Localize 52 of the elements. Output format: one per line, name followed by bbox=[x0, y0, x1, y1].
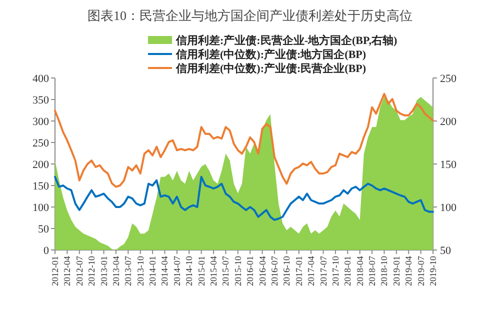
y-tick-label: 200 bbox=[32, 159, 50, 171]
x-tick-label: 2014-01 bbox=[148, 256, 158, 286]
x-tick-label: 2012-07 bbox=[74, 256, 84, 286]
x-tick-label: 2013-04 bbox=[110, 256, 121, 286]
x-tick-label: 2012-01 bbox=[50, 256, 60, 286]
x-tick-label: 2017-04 bbox=[306, 256, 316, 286]
x-tick-label: 2017-01 bbox=[294, 256, 304, 286]
y-tick-label: 350 bbox=[32, 94, 50, 106]
x-tick-label: 2019-10 bbox=[428, 256, 438, 286]
x-tick-label: 2012-04 bbox=[62, 256, 72, 286]
x-tick-label: 2017-07 bbox=[318, 256, 328, 286]
x-tick-label: 2018-04 bbox=[354, 256, 365, 286]
y-tick-label: 400 bbox=[32, 73, 50, 85]
y-tick-label: 150 bbox=[32, 180, 50, 192]
x-tick-label: 2014-07 bbox=[172, 256, 182, 286]
x-tick-label: 2018-07 bbox=[367, 256, 378, 286]
x-tick-label: 2019-04 bbox=[404, 256, 414, 286]
x-tick-label: 2014-10 bbox=[184, 256, 194, 286]
legend-label: 信用利差(中位数):产业债:民营企业(BP) bbox=[175, 62, 366, 75]
y2-tick-label: 150 bbox=[440, 159, 457, 171]
x-tick-label: 2016-10 bbox=[282, 256, 292, 286]
y-tick-label: 300 bbox=[32, 116, 50, 128]
x-tick-label: 2014-04 bbox=[160, 256, 170, 286]
x-tick-label: 2015-01 bbox=[196, 256, 206, 286]
x-tick-label: 2013-01 bbox=[98, 256, 109, 286]
y2-tick-label: 100 bbox=[440, 202, 457, 214]
y-tick-label: 100 bbox=[32, 202, 50, 214]
chart-title: 图表10：民营企业与地方国企间产业债利差处于历史高位 bbox=[88, 8, 412, 23]
x-tick-label: 2018-10 bbox=[379, 256, 390, 286]
x-tick-label: 2019-01 bbox=[391, 256, 402, 286]
y-tick-label: 50 bbox=[38, 224, 50, 236]
x-tick-label: 2017-10 bbox=[330, 256, 340, 286]
x-tick-label: 2016-07 bbox=[269, 256, 280, 286]
x-tick-label: 2018-01 bbox=[342, 256, 353, 286]
x-tick-label: 2013-10 bbox=[135, 256, 146, 286]
x-tick-label: 2013-07 bbox=[123, 256, 134, 286]
y2-tick-label: 250 bbox=[440, 73, 457, 85]
line-series bbox=[54, 92, 434, 188]
line-series bbox=[54, 176, 434, 221]
x-tick-label: 2015-07 bbox=[220, 256, 231, 286]
y2-tick-label: 200 bbox=[440, 116, 457, 128]
y-tick-label: 0 bbox=[44, 245, 50, 257]
x-tick-label: 2012-10 bbox=[86, 256, 97, 286]
x-tick-label: 2016-04 bbox=[257, 256, 268, 286]
x-tick-label: 2019-07 bbox=[416, 256, 426, 286]
legend-label: 信用利差:产业债:民营企业-地方国企(BP,右轴) bbox=[175, 34, 398, 47]
x-tick-label: 2015-10 bbox=[232, 256, 243, 286]
y-tick-label: 250 bbox=[32, 138, 50, 150]
x-tick-label: 2016-01 bbox=[245, 256, 256, 286]
y2-tick-label: 50 bbox=[440, 245, 452, 257]
legend-label: 信用利差(中位数):产业债:地方国企(BP) bbox=[175, 48, 366, 61]
x-tick-label: 2015-04 bbox=[208, 256, 219, 286]
